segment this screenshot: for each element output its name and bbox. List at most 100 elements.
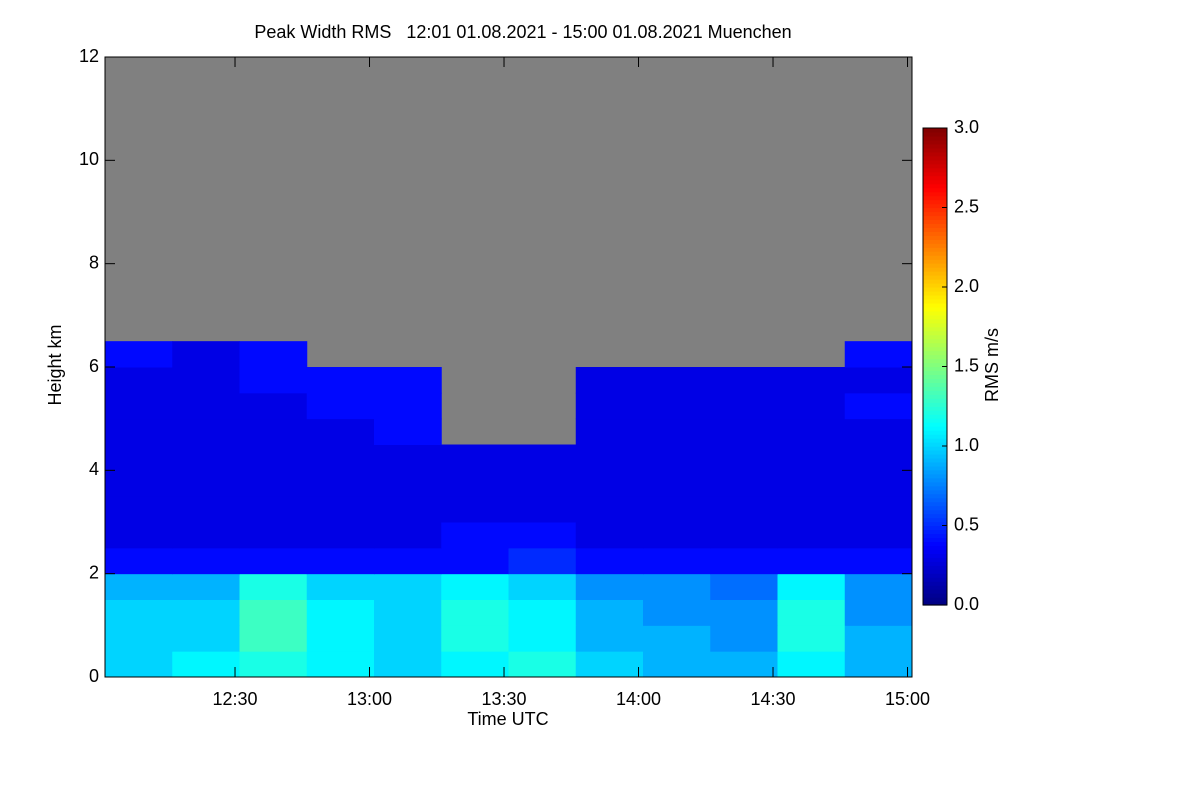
colorbar-swatch — [923, 386, 947, 391]
heatmap-cell — [575, 651, 644, 678]
colorbar-swatch — [923, 509, 947, 515]
colorbar-swatch — [923, 179, 947, 185]
heatmap-cell — [643, 522, 711, 549]
colorbar-swatch — [923, 414, 947, 419]
colorbar-swatch — [923, 290, 947, 296]
heatmap-cell — [643, 573, 711, 600]
heatmap-cell — [508, 573, 577, 600]
colorbar-tick-label: 0.0 — [954, 594, 979, 614]
colorbar-swatch — [923, 163, 947, 169]
heatmap-cell — [239, 367, 308, 394]
heatmap-cell — [306, 418, 375, 445]
colorbar-swatch — [923, 135, 947, 141]
heatmap-cell — [643, 470, 711, 497]
x-tick-label: 15:00 — [885, 689, 930, 709]
heatmap-cell — [374, 651, 442, 678]
heatmap-cell — [710, 651, 778, 678]
colorbar-swatch — [923, 374, 947, 380]
colorbar-swatch — [923, 410, 947, 415]
colorbar-swatch — [923, 549, 947, 554]
heatmap-cell — [239, 522, 308, 549]
heatmap-cell — [575, 599, 644, 626]
heatmap-cell — [710, 625, 778, 652]
heatmap-cell — [710, 470, 778, 497]
colorbar-swatch — [923, 131, 947, 137]
heatmap-cell — [172, 522, 240, 549]
heatmap-cell — [508, 651, 577, 678]
colorbar-swatch — [923, 211, 947, 217]
y-tick-label: 10 — [79, 149, 99, 169]
heatmap-cell — [239, 625, 308, 652]
colorbar-swatch — [923, 147, 947, 153]
heatmap-cell — [239, 547, 308, 575]
colorbar-swatch — [923, 223, 947, 228]
colorbar-swatch — [923, 235, 947, 240]
heatmap-cell — [172, 470, 240, 497]
colorbar-tick-label: 3.0 — [954, 117, 979, 137]
colorbar-swatch — [923, 390, 947, 395]
heatmap-cell — [441, 522, 509, 549]
heatmap-cell — [172, 444, 240, 471]
y-axis-label: Height km — [45, 324, 65, 405]
heatmap-cell — [777, 444, 846, 471]
colorbar-swatch — [923, 398, 947, 403]
heatmap-cell — [239, 418, 308, 445]
heatmap-cell — [306, 547, 375, 575]
heatmap-cell — [374, 418, 442, 445]
heatmap-cell — [105, 470, 173, 497]
heatmap-cell — [306, 367, 375, 394]
colorbar-swatch — [923, 195, 947, 201]
heatmap-cell — [844, 651, 913, 678]
colorbar-swatch — [923, 597, 947, 602]
heatmap-cell — [710, 496, 778, 523]
colorbar-swatch — [923, 175, 947, 181]
heatmap-cell — [777, 418, 846, 445]
heatmap-cell — [239, 392, 308, 420]
heatmap-cell — [172, 651, 240, 678]
heatmap-cell — [710, 522, 778, 549]
heatmap-cell — [306, 444, 375, 471]
colorbar-swatch — [923, 553, 947, 558]
heatmap-cell — [105, 573, 173, 600]
heatmap-cell — [441, 444, 509, 471]
colorbar-swatch — [923, 418, 947, 423]
heatmap-cell — [844, 470, 913, 497]
heatmap-cell — [643, 367, 711, 394]
x-tick-label: 13:30 — [481, 689, 526, 709]
colorbar-swatch — [923, 231, 947, 236]
colorbar-swatch — [923, 581, 947, 586]
heatmap-cell — [306, 625, 375, 652]
y-tick-label: 4 — [89, 459, 99, 479]
y-tick-label: 2 — [89, 562, 99, 582]
colorbar-swatch — [923, 513, 947, 519]
colorbar-swatch — [923, 251, 947, 256]
colorbar-swatch — [923, 406, 947, 411]
colorbar-swatch — [923, 358, 947, 364]
heatmap-cell — [172, 496, 240, 523]
heatmap-cell — [777, 625, 846, 652]
heatmap-cell — [239, 341, 308, 368]
colorbar-swatch — [923, 171, 947, 177]
heatmap-cell — [306, 470, 375, 497]
colorbar-swatch — [923, 430, 947, 435]
colorbar-tick-label: 0.5 — [954, 514, 979, 534]
colorbar-swatch — [923, 485, 947, 491]
colorbar-swatch — [923, 259, 947, 264]
colorbar-swatch — [923, 155, 947, 161]
colorbar-swatch — [923, 243, 947, 248]
heatmap-cell — [575, 496, 644, 523]
x-tick-label: 13:00 — [347, 689, 392, 709]
colorbar-swatch — [923, 215, 947, 221]
colorbar-swatch — [923, 314, 947, 320]
colorbar-swatch — [923, 477, 947, 483]
colorbar-swatch — [923, 203, 947, 209]
colorbar-swatch — [923, 239, 947, 244]
colorbar-swatch — [923, 279, 947, 284]
heatmap-cell — [777, 522, 846, 549]
colorbar-swatch — [923, 219, 947, 224]
colorbar-swatch — [923, 275, 947, 280]
colorbar-swatch — [923, 489, 947, 495]
heatmap-cell — [172, 341, 240, 368]
y-tick-label: 0 — [89, 666, 99, 686]
